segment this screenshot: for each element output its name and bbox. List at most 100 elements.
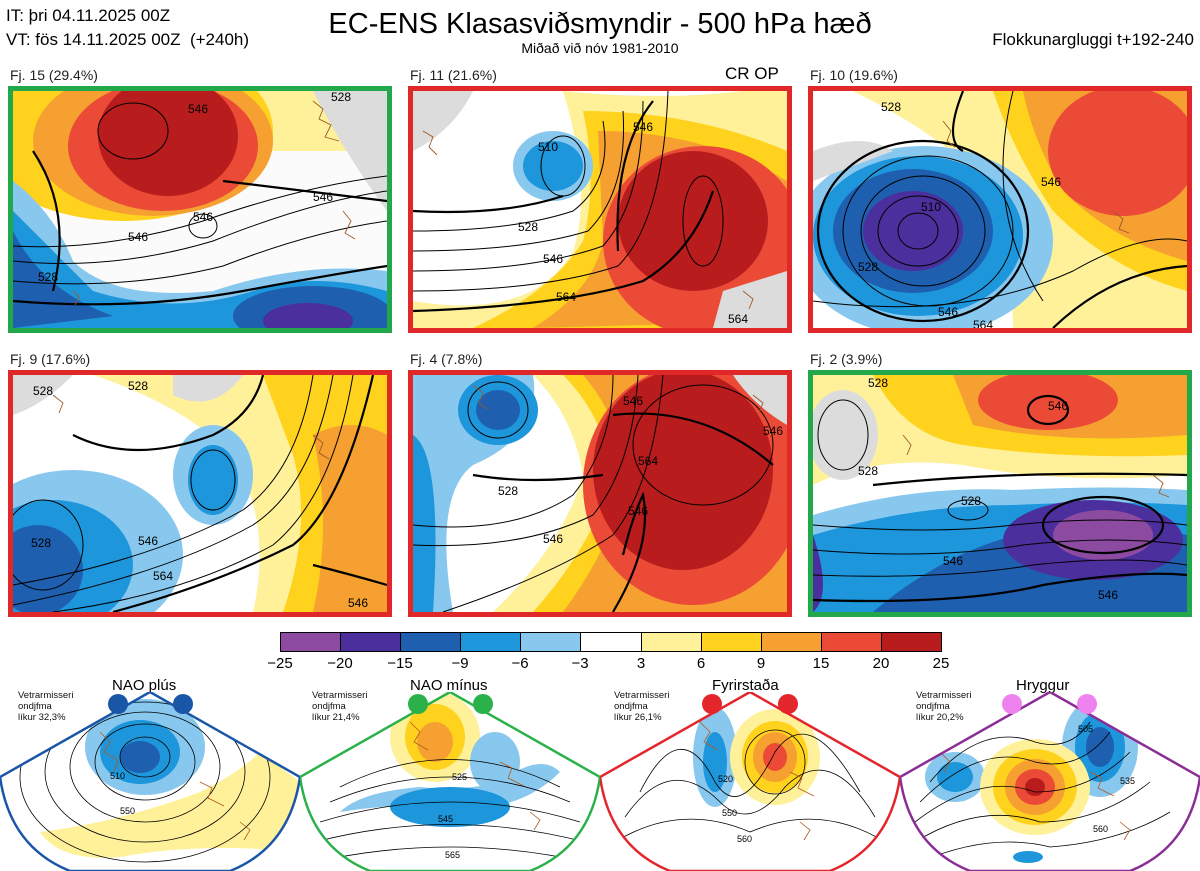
panel-6-contour-4: 528 [961, 494, 981, 508]
regime-4-map: 505 535 560 [900, 692, 1200, 871]
panel-4-contour-4: 546 [138, 534, 158, 548]
panel-5-contour-1: 546 [623, 394, 643, 408]
colorbar-swatch [400, 633, 461, 651]
panel-2-contour-5: 564 [556, 290, 576, 304]
panel-4-contour-2: 528 [128, 379, 148, 393]
panel-6-label: Fj. 2 (3.9%) [810, 351, 883, 367]
panel-2-contour-2: 510 [538, 140, 558, 154]
regime-4-note-line: Vetrarmisseri [916, 690, 972, 701]
colorbar-tick: 15 [812, 655, 830, 672]
colorbar [280, 632, 942, 652]
valid-time: VT: fös 14.11.2025 00Z (+240h) [6, 30, 250, 49]
classification-window: Flokkunargluggi t+192-240 [992, 30, 1194, 49]
panel-4-contour-1: 528 [33, 384, 53, 398]
panel-4-contour-6: 546 [348, 596, 368, 610]
regime-1-note-line: Vetrarmisseri [18, 690, 74, 701]
panel-2-contour-1: 546 [633, 120, 653, 134]
panel-3-contour-6: 564 [973, 318, 993, 328]
panel-5-contour-4: 564 [638, 454, 658, 468]
panel-4-contour-5: 564 [153, 569, 173, 583]
colorbar-swatch [880, 633, 942, 651]
regime-1-map: 510 550 [0, 692, 300, 871]
panel-4-map: 528 528 528 546 564 546 [13, 375, 387, 612]
panel-1-contour-4: 546 [128, 230, 148, 244]
panel-3-contour-5: 546 [938, 305, 958, 319]
regime-2-contour-3: 565 [445, 850, 460, 860]
panel-2-contour-6: 564 [728, 312, 748, 326]
colorbar-tick: −9 [451, 655, 469, 672]
panel-1-contour-6: 528 [331, 91, 351, 104]
cluster-map-panel-1: 546 528 546 546 546 528 [8, 86, 392, 333]
colorbar-tick: −25 [267, 655, 293, 672]
panel-1-map: 546 528 546 546 546 528 [13, 91, 387, 328]
panel-6-contour-3: 528 [858, 464, 878, 478]
regime-4-title: Hryggur [1016, 677, 1070, 694]
regime-4-note-line: líkur 20,2% [916, 712, 964, 723]
regime-1-marker [173, 694, 193, 714]
regime-1-contour-1: 510 [110, 771, 125, 781]
cluster-map-panel-5: 546 528 546 564 546 546 [408, 370, 792, 617]
panel-3-contour-2: 510 [921, 200, 941, 214]
panel-5-contour-5: 546 [628, 504, 648, 518]
panel-3-contour-1: 528 [881, 100, 901, 114]
panel-6-map: 528 546 528 528 546 546 [813, 375, 1187, 612]
panel-4-contour-3: 528 [31, 536, 51, 550]
colorbar-tick: −6 [511, 655, 529, 672]
colorbar-swatch [460, 633, 521, 651]
panel-1-contour-5: 546 [313, 190, 333, 204]
colorbar-swatch [640, 633, 701, 651]
colorbar-tick: 9 [756, 655, 766, 672]
regime-2-title: NAO mínus [410, 677, 488, 694]
colorbar-tick: 6 [696, 655, 706, 672]
panel-1-label: Fj. 15 (29.4%) [10, 67, 98, 83]
colorbar-tick: −20 [327, 655, 353, 672]
regime-2-map: 525 545 565 [300, 692, 600, 871]
panel-5-contour-6: 546 [763, 424, 783, 438]
colorbar-swatch [340, 633, 401, 651]
cluster-map-panel-2: 546 510 528 546 564 564 [408, 86, 792, 333]
panel-5-contour-3: 546 [543, 532, 563, 546]
panel-3-contour-3: 528 [858, 260, 878, 274]
regime-4-contour-1: 505 [1078, 724, 1093, 734]
regime-3-contour-2: 550 [722, 808, 737, 818]
regime-4-note-line: ondjfma [916, 701, 950, 712]
cluster-map-panel-3: 528 510 528 546 546 564 [808, 86, 1192, 333]
panel-3-label: Fj. 10 (19.6%) [810, 67, 898, 83]
colorbar-swatch [580, 633, 641, 651]
colorbar-swatch [820, 633, 881, 651]
panel-2-contour-4: 546 [543, 252, 563, 266]
regime-2-marker [473, 694, 493, 714]
initial-time: IT: þri 04.11.2025 00Z [6, 6, 171, 25]
colorbar-tick: −15 [387, 655, 413, 672]
regime-2-marker [408, 694, 428, 714]
regime-4-marker [1077, 694, 1097, 714]
panel-5-label: Fj. 4 (7.8%) [410, 351, 483, 367]
regime-3-title: Fyrirstaða [712, 677, 779, 694]
panel-2-contour-3: 528 [518, 220, 538, 234]
regime-1-note-line: líkur 32,3% [18, 712, 66, 723]
colorbar-swatch [700, 633, 761, 651]
panel-6-contour-1: 528 [868, 376, 888, 390]
regime-3-marker [778, 694, 798, 714]
panel-6-contour-5: 546 [943, 554, 963, 568]
regime-3-note-line: Vetrarmisseri [614, 690, 670, 701]
regime-1-title: NAO plús [112, 677, 177, 694]
colorbar-swatch [760, 633, 821, 651]
cluster-map-panel-6: 528 546 528 528 546 546 [808, 370, 1192, 617]
regime-2-contour-2: 545 [438, 814, 453, 824]
panel-1-contour-3: 546 [193, 210, 213, 224]
regime-1-note: Vetrarmisseri ondjfma líkur 32,3% [18, 690, 73, 723]
regime-4-contour-2: 535 [1120, 776, 1135, 786]
panel-1-contour-2: 528 [38, 270, 58, 284]
regime-4-marker [1002, 694, 1022, 714]
cluster-map-panel-4: 528 528 528 546 564 546 [8, 370, 392, 617]
panel-4-label: Fj. 9 (17.6%) [10, 351, 91, 367]
regime-3-map: 520 550 560 [600, 692, 900, 871]
panel-1-contour-1: 546 [188, 102, 208, 116]
panel-5-contour-2: 528 [498, 484, 518, 498]
regime-2-note: Vetrarmisseri ondjfma líkur 21,4% [312, 690, 367, 723]
regime-2-note-line: ondjfma [312, 701, 346, 712]
regime-3-note: Vetrarmisseri ondjfma líkur 26,1% [614, 690, 669, 723]
regime-1-contour-2: 550 [120, 806, 135, 816]
colorbar-tick: −3 [571, 655, 589, 672]
